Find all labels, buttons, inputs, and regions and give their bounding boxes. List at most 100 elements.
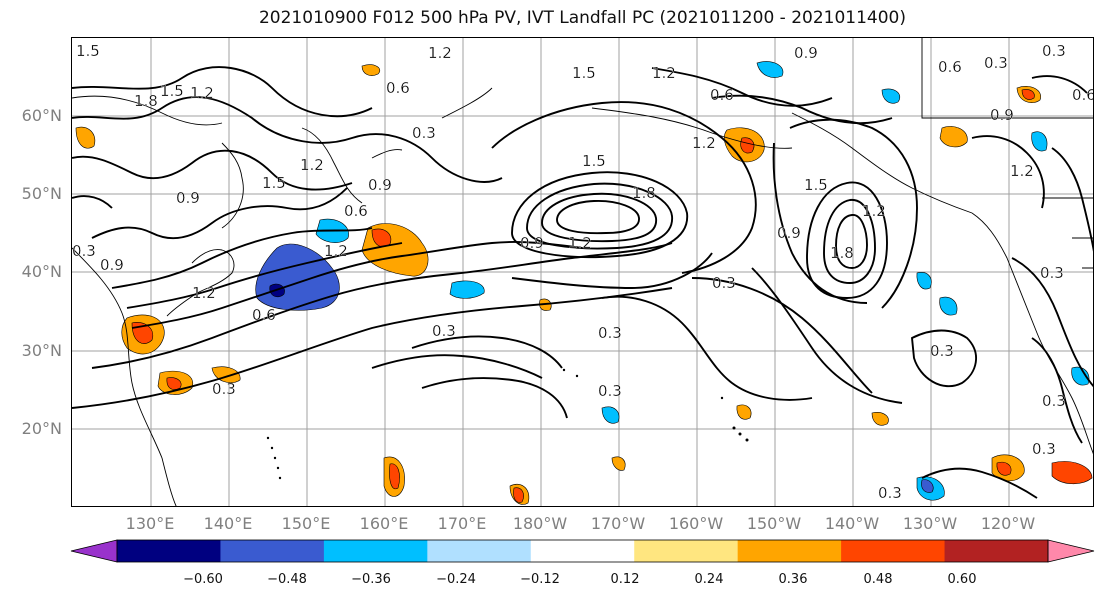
contour-label: 1.2: [568, 234, 592, 252]
shade-negative-ne2: [756, 61, 784, 78]
colorbar-segment: [737, 540, 842, 562]
lon-label: 160°E: [359, 514, 409, 533]
contour-label: 0.3: [1042, 42, 1066, 60]
contour-label: 0.3: [1042, 392, 1066, 410]
colorbar-tick: 0.36: [778, 572, 808, 587]
contour-label: 1.8: [632, 184, 656, 202]
shade-small-8: [939, 296, 958, 316]
contour-label-group: 1.5 1.8 1.5 1.2 1.2 0.6 0.3 1.2 0.9 0.9 …: [72, 42, 1093, 502]
colorbar-extend-high: [1047, 539, 1095, 563]
contour-label: 0.3: [72, 242, 96, 260]
contour-label: 0.3: [212, 380, 236, 398]
islands: [266, 368, 749, 480]
contour-label: 1.8: [134, 92, 158, 110]
colorbar-tick: 0.48: [863, 572, 893, 587]
contour-label: 1.2: [1010, 162, 1034, 180]
contour-label: 1.2: [192, 284, 216, 302]
colorbar-segment: [323, 540, 428, 562]
shade-negative-150w: [601, 406, 620, 424]
contour-label: 0.3: [984, 54, 1008, 72]
shade-small-7: [916, 272, 932, 290]
shade-small-3: [871, 412, 889, 426]
contour-label: 1.5: [76, 42, 100, 60]
shade-positive-se-core2: [996, 461, 1012, 476]
map-canvas: 1.5 1.8 1.5 1.2 1.2 0.6 0.3 1.2 0.9 0.9 …: [72, 38, 1093, 506]
colorbar-tick: 0.12: [610, 572, 640, 587]
colorbar-segment: [841, 540, 946, 562]
lon-label: 120°W: [980, 514, 1036, 533]
contour-label: 0.6: [386, 79, 410, 97]
pv-contours: [72, 66, 1093, 499]
lon-label: 130°W: [902, 514, 958, 533]
contour-label: 1.2: [190, 84, 214, 102]
shade-positive-25n-core: [513, 487, 524, 503]
colorbar-segments: [70, 539, 1095, 563]
coastlines: [72, 38, 1093, 506]
contour-label: 0.6: [344, 202, 368, 220]
map-panel: 1.5 1.8 1.5 1.2 1.2 0.6 0.3 1.2 0.9 0.9 …: [71, 37, 1094, 507]
contour-label: 1.2: [300, 156, 324, 174]
lat-label: 20°N: [21, 419, 62, 438]
shade-negative-170w: [449, 280, 485, 299]
contour-label: 0.9: [176, 189, 200, 207]
contour-label: 1.2: [862, 202, 886, 220]
shade-small-2: [736, 404, 752, 420]
contour-label: 0.3: [598, 324, 622, 342]
colorbar-segment: [117, 540, 221, 562]
contour-label: 1.8: [830, 244, 854, 262]
colorbar-tick: 0.24: [694, 572, 724, 587]
contour-label: 1.5: [804, 176, 828, 194]
contour-label: 0.3: [930, 342, 954, 360]
ivt-shading: [75, 61, 1093, 505]
lon-label: 140°W: [824, 514, 880, 533]
contour-label: 0.9: [990, 106, 1014, 124]
shade-positive-20n-core: [389, 463, 400, 490]
contour-label: 1.2: [324, 242, 348, 260]
lon-label: 130°E: [125, 514, 175, 533]
contour-label: 1.5: [582, 152, 606, 170]
shade-positive-ne-core: [1021, 89, 1035, 100]
lat-label: 30°N: [21, 341, 62, 360]
map-title: 2021010900 F012 500 hPa PV, IVT Landfall…: [258, 8, 906, 28]
contour-label: 0.9: [368, 176, 392, 194]
colorbar-tick: −0.24: [436, 572, 476, 587]
contour-label: 0.9: [777, 224, 801, 242]
contour-label: 1.2: [652, 64, 676, 82]
lat-label: 40°N: [21, 262, 62, 281]
contour-label: 0.3: [598, 382, 622, 400]
lat-label: 60°N: [21, 106, 62, 125]
colorbar-outline: [116, 539, 1049, 563]
lon-label: 140°E: [203, 514, 253, 533]
contour-label: 0.9: [794, 44, 818, 62]
contour-label: 0.9: [100, 256, 124, 274]
shade-negative-135w-core: [921, 479, 934, 493]
colorbar-tick: 0.60: [947, 572, 977, 587]
shade-positive-160e-core: [371, 228, 392, 247]
colorbar-segment: [220, 540, 325, 562]
contour-label: 1.2: [428, 44, 452, 62]
lat-label: 50°N: [21, 184, 62, 203]
colorbar-segment: [530, 540, 635, 562]
contour-label: 0.6: [252, 306, 276, 324]
colorbar: [70, 539, 1095, 563]
contour-label: 0.6: [710, 86, 734, 104]
shade-positive-south-core: [166, 377, 182, 390]
shade-negative-ne: [1031, 131, 1048, 152]
colorbar-tick: −0.12: [520, 572, 560, 587]
contour-label: 1.5: [160, 82, 184, 100]
contour-label: 1.2: [692, 134, 716, 152]
colorbar-tick: −0.36: [351, 572, 391, 587]
colorbar-extend-low: [70, 539, 118, 563]
lon-label: 170°E: [437, 514, 487, 533]
contour-label: 0.3: [1032, 440, 1056, 458]
graticule: [72, 38, 1093, 506]
lon-label: 150°E: [281, 514, 331, 533]
contour-label: 1.5: [262, 174, 286, 192]
contour-label: 0.3: [432, 322, 456, 340]
shade-small-5: [75, 126, 96, 149]
lon-label: 180°W: [512, 514, 568, 533]
colorbar-tick: −0.60: [183, 572, 223, 587]
colorbar-segment: [427, 540, 532, 562]
contour-label: 0.3: [878, 484, 902, 502]
contour-label: 0.9: [520, 234, 544, 252]
